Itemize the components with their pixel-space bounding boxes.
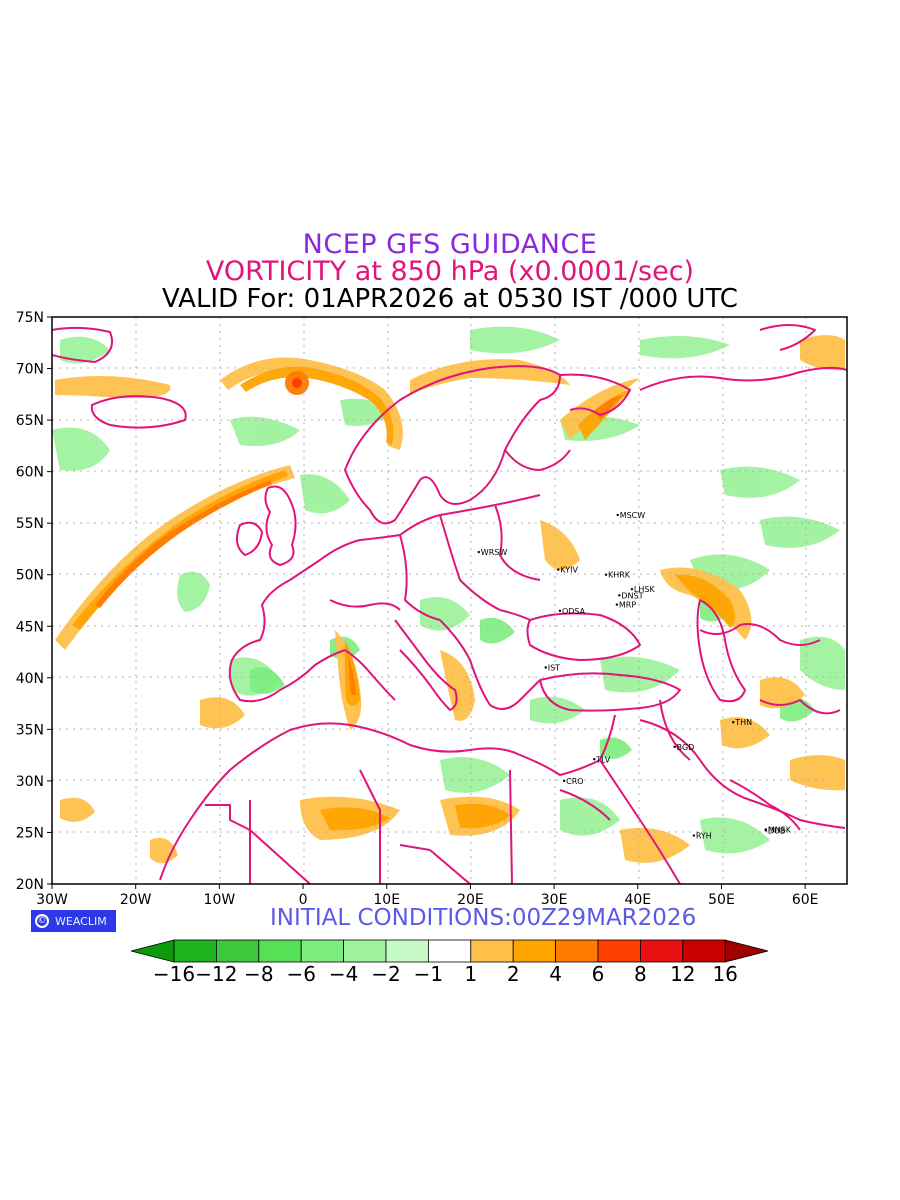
- city-marker: [764, 829, 768, 832]
- colorbar-swatch: [427, 939, 472, 963]
- city-label: IST: [548, 664, 560, 673]
- city-label: DNST: [621, 591, 643, 600]
- lon-label: 10E: [373, 892, 400, 908]
- colorbar-tick-label: 4: [549, 962, 562, 986]
- city-label: CRO: [566, 777, 583, 786]
- colorbar-swatch: [215, 939, 260, 963]
- copyright-icon: ©: [35, 914, 49, 928]
- lat-label: 55N: [16, 516, 44, 532]
- colorbar-tick-label: 1: [464, 962, 478, 986]
- initial-conditions: INITIAL CONDITIONS:00Z29MAR2026: [270, 905, 697, 931]
- colorbar-swatch: [258, 939, 302, 963]
- axis-ticks: [47, 316, 806, 889]
- map-title: NCEP GFS GUIDANCE: [302, 229, 598, 260]
- plot-frame: [51, 316, 848, 885]
- city-marker: [477, 550, 480, 554]
- map-subtitle: VORTICITY at 850 hPa (x0.0001/sec): [205, 256, 695, 287]
- city-marker: [692, 834, 696, 837]
- colorbar-arrow-left: [130, 939, 175, 963]
- city-label: KYIV: [560, 566, 578, 575]
- colorbar-swatch: [512, 939, 557, 963]
- city-marker: [593, 758, 596, 761]
- colorbar-swatch: [597, 939, 641, 963]
- colorbar-swatch: [343, 939, 387, 963]
- lat-label: 70N: [16, 362, 44, 378]
- weaclim-logo: © WEACLIM: [31, 910, 116, 932]
- colorbar-swatch: [682, 939, 726, 963]
- city-label: TLV: [595, 755, 610, 764]
- city-marker: [618, 594, 621, 597]
- city-label: KHRK: [608, 571, 631, 580]
- colorbar-tick-label: 8: [634, 962, 647, 986]
- lat-label: 20N: [16, 877, 44, 893]
- vorticity-field: [52, 317, 847, 884]
- latitude-labels: 75N 70N 65N 60N 55N 50N 45N 40N 35N 30N 25N 20N: [16, 310, 44, 893]
- colorbar-swatch: [640, 939, 684, 963]
- colorbar-swatch: [555, 939, 599, 963]
- city-label: THN: [734, 718, 752, 727]
- lon-label: 30E: [541, 892, 568, 908]
- country-boundaries: [52, 324, 847, 884]
- lon-label: 60E: [792, 892, 819, 908]
- lon-label: 20E: [457, 892, 484, 908]
- city-label: LHSK: [634, 585, 656, 594]
- lon-label: 20W: [120, 892, 152, 908]
- lat-label: 75N: [16, 310, 44, 326]
- lon-label: 0: [299, 892, 308, 908]
- lat-label: 65N: [16, 413, 44, 429]
- lon-label: 50E: [708, 892, 735, 908]
- city-marker: [562, 779, 566, 783]
- colorbar-swatch: [385, 939, 429, 963]
- lat-label: 35N: [16, 722, 44, 738]
- colorbar-swatch: [173, 939, 217, 963]
- city-label: DUB: [768, 826, 786, 835]
- colorbar-tick-label: −8: [244, 962, 274, 986]
- colorbar-tick-label: 6: [591, 962, 605, 986]
- colorbar-swatch: [470, 939, 514, 963]
- city-marker: [557, 568, 560, 571]
- city-label: RYH: [696, 832, 712, 841]
- colorbar-tick-label: −6: [286, 962, 316, 986]
- city-label: BGD: [677, 743, 695, 752]
- colorbar-tick-label: −1: [413, 962, 444, 986]
- lon-label: 30W: [36, 892, 68, 908]
- city-label: MNSK: [768, 825, 792, 834]
- lat-label: 30N: [16, 774, 44, 790]
- city-marker: [604, 573, 608, 576]
- city-label: ODSA: [562, 607, 586, 616]
- colorbar-tick-label: −2: [371, 962, 401, 986]
- colorbar-tick-label: 12: [670, 962, 696, 986]
- longitude-labels: 30W 20W 10W 0 10E 20E 30E 40E 50E 60E: [36, 892, 818, 908]
- city-label: WRSW: [481, 548, 508, 557]
- city-marker: [673, 745, 676, 749]
- colorbar-tick-label: −16: [152, 962, 196, 986]
- city-marker: [731, 720, 735, 724]
- lat-label: 40N: [16, 671, 44, 687]
- colorbar-tick-label: 16: [712, 962, 738, 986]
- city-marker: [615, 603, 619, 606]
- colorbar-swatch: [300, 939, 345, 963]
- lon-label: 10W: [204, 892, 236, 908]
- city-marker: [616, 513, 619, 517]
- lat-label: 25N: [16, 825, 44, 841]
- lat-label: 45N: [16, 619, 44, 635]
- colorbar-tick-label: 2: [506, 962, 520, 986]
- lon-label: 40E: [624, 892, 651, 908]
- colorbar-tick-label: −4: [328, 962, 359, 986]
- logo-text: WEACLIM: [55, 914, 107, 928]
- colorbar-arrow-right: [724, 939, 769, 963]
- colorbar-tick-label: −12: [195, 962, 238, 986]
- city-marker: [558, 609, 562, 613]
- lat-label: 60N: [16, 465, 44, 481]
- colorbar: [130, 939, 769, 963]
- city-label: MRP: [619, 601, 636, 610]
- city-label: MSCW: [620, 511, 646, 520]
- valid-time: VALID For: 01APR2026 at 0530 IST /000 UT…: [162, 284, 738, 314]
- lat-label: 50N: [16, 568, 44, 584]
- city-marker: [544, 666, 547, 669]
- city-marker: [630, 587, 634, 591]
